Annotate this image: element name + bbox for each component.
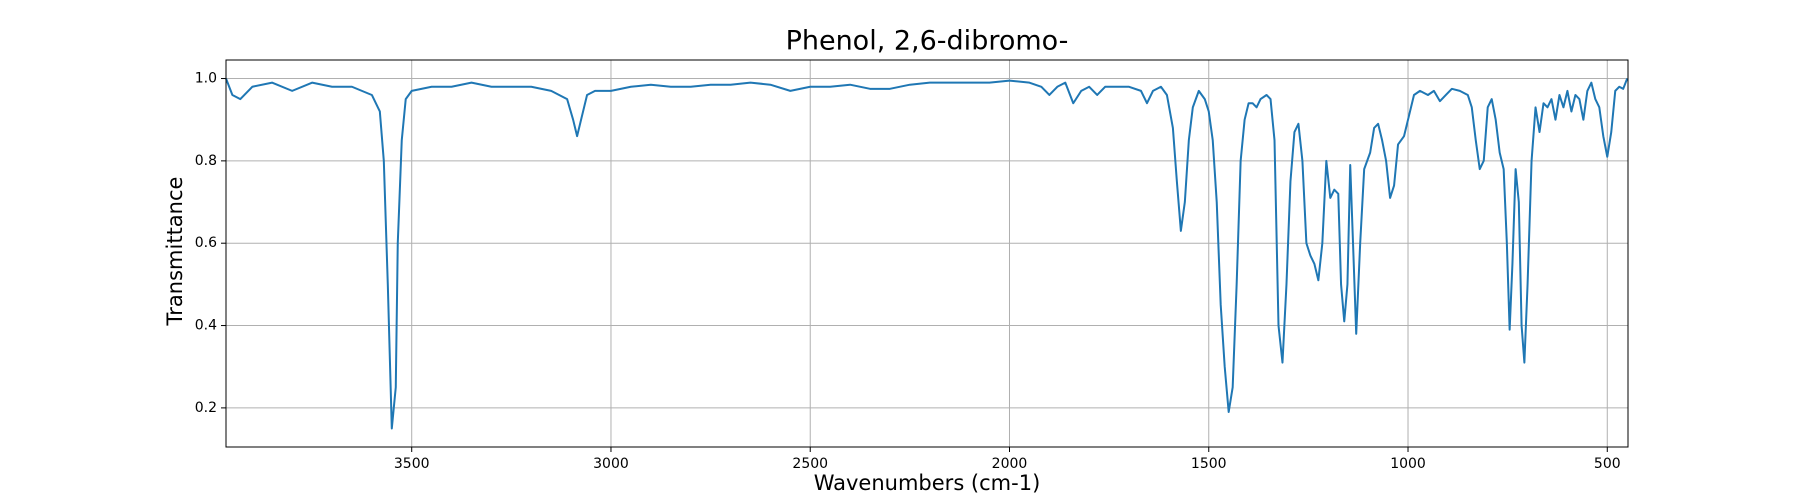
x-tick-label: 3500 [394, 456, 430, 472]
y-tick-label: 1.0 [195, 71, 217, 87]
x-tick-label: 2500 [792, 456, 828, 472]
y-axis-label: Transmittance [163, 177, 187, 327]
spectrum-line [225, 78, 1629, 430]
x-tick-label: 2000 [992, 456, 1028, 472]
chart-title: Phenol, 2,6-dibromo- [786, 26, 1069, 57]
y-tick-label: 0.8 [195, 153, 217, 169]
y-tick-label: 0.2 [195, 400, 217, 416]
x-tick-label: 1000 [1390, 456, 1426, 472]
x-tick-label: 500 [1594, 456, 1621, 472]
plot-frame [225, 59, 1629, 448]
x-tick-label: 3000 [593, 456, 629, 472]
x-axis-label: Wavenumbers (cm-1) [814, 471, 1041, 495]
y-tick-label: 0.6 [195, 235, 217, 251]
y-tick-label: 0.4 [195, 318, 217, 334]
x-tick-label: 1500 [1191, 456, 1227, 472]
